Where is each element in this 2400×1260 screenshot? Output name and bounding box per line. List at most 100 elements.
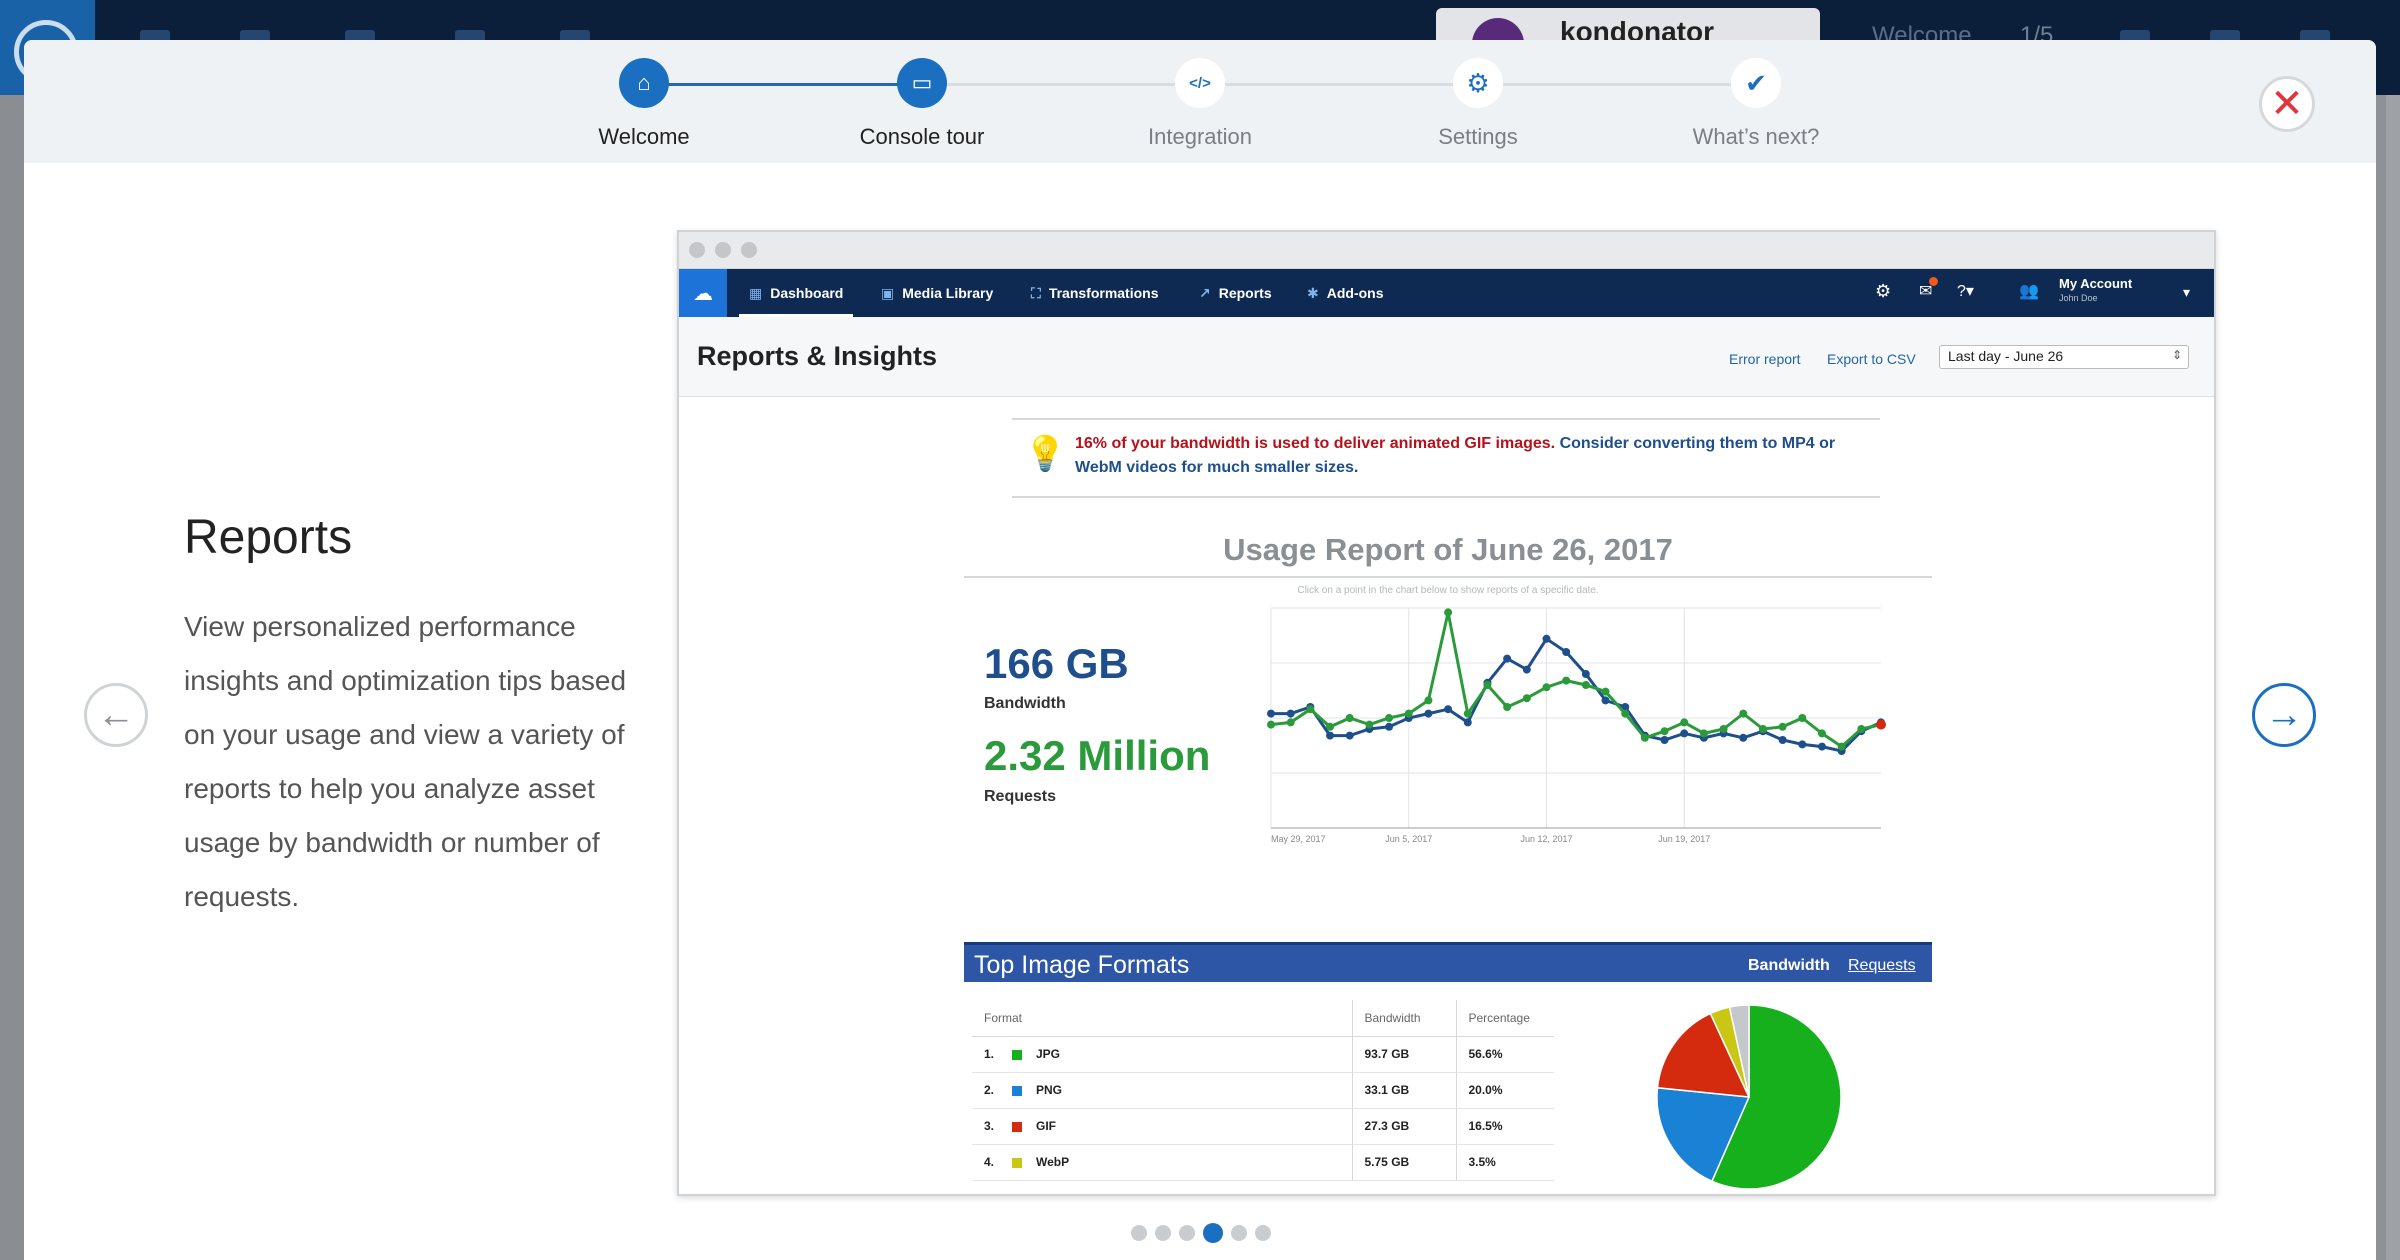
browser-window-bar — [679, 232, 2214, 269]
row-rank: 4. — [984, 1155, 995, 1169]
data-point — [1463, 718, 1472, 727]
arrow-right-icon: → — [2265, 693, 2303, 736]
format-name: PNG — [1036, 1083, 1063, 1097]
data-point — [1817, 729, 1826, 738]
data-point — [1424, 709, 1433, 718]
tip-text: 16% of your bandwidth is used to deliver… — [1075, 432, 1865, 480]
preview-nav-dashboard: ▦ Dashboard — [738, 269, 854, 317]
date-range-select: Last day - June 26 — [1939, 345, 2189, 369]
preview-nav-transformations: ⛶ Transformations — [1031, 269, 1159, 317]
data-point — [1542, 683, 1551, 692]
data-point — [1444, 705, 1453, 714]
bandwidth-cell: 93.7 GB — [1351, 1036, 1456, 1073]
format-cell: 2. PNG — [972, 1072, 1352, 1109]
data-point — [1286, 709, 1295, 718]
top-image-formats-header: Top Image Formats Bandwidth Requests — [964, 942, 1932, 982]
data-point — [1719, 725, 1728, 733]
data-point — [1817, 742, 1826, 751]
bandwidth-cell: 27.3 GB — [1351, 1108, 1456, 1145]
step-integration[interactable]: </> Integration — [1110, 58, 1290, 150]
data-point — [1680, 718, 1689, 727]
section-title: Reports — [184, 511, 353, 564]
reports-icon: ↗ — [1199, 284, 1211, 301]
error-report-link: Error report — [1729, 351, 1801, 367]
table-row: 3. GIF 27.3 GB 16.5% — [972, 1108, 1554, 1145]
close-icon: ✕ — [2270, 82, 2304, 126]
data-point — [1621, 703, 1630, 711]
section-description: View personalized performance insights a… — [184, 611, 627, 912]
data-point — [1660, 727, 1669, 736]
pagination-dot[interactable] — [1203, 1223, 1223, 1243]
pagination-dot[interactable] — [1231, 1225, 1247, 1241]
close-button[interactable]: ✕ — [2259, 76, 2315, 132]
pie-slice-other — [1728, 1004, 1750, 1098]
bandwidth-cell: 33.1 GB — [1351, 1072, 1456, 1109]
pagination-dot[interactable] — [1155, 1225, 1171, 1241]
slide-pagination — [1131, 1223, 1271, 1243]
legend-swatch — [1012, 1121, 1022, 1132]
format-cell: 1. JPG — [972, 1036, 1352, 1073]
data-point — [1267, 709, 1275, 718]
data-point — [1503, 703, 1512, 711]
data-point — [1345, 714, 1354, 722]
step-label: What’s next? — [1692, 124, 1820, 149]
notifications-icon: ✉ — [1919, 277, 1939, 301]
data-point — [1424, 696, 1433, 705]
data-point — [1365, 720, 1374, 729]
data-point — [1837, 742, 1846, 751]
column-header: Bandwidth — [1351, 1000, 1456, 1037]
next-slide-button[interactable]: → — [2252, 683, 2316, 747]
window-dot — [689, 242, 705, 258]
data-point — [1601, 687, 1610, 696]
table-header-row: Format Bandwidth Percentage — [972, 1000, 1554, 1037]
tip-advice: Consider converting them to MP4 or WebM … — [1075, 435, 1836, 476]
row-rank: 2. — [984, 1083, 995, 1097]
formats-table: Format Bandwidth Percentage 1. JPG 93.7 G… — [972, 1000, 1554, 1181]
table-row: 1. JPG 93.7 GB 56.6% — [972, 1036, 1554, 1073]
check-icon: ✔ — [1731, 58, 1781, 108]
formats-title: Top Image Formats — [974, 951, 1190, 979]
data-point — [1522, 694, 1531, 703]
step-welcome[interactable]: ⌂ Welcome — [554, 58, 734, 150]
nav-label: Dashboard — [770, 285, 844, 301]
step-label: Integration — [1148, 124, 1252, 149]
background-scrollbar — [2386, 95, 2400, 1260]
notification-badge — [1929, 277, 1939, 286]
data-point — [1267, 720, 1275, 729]
preview-account-menu: My Account John Doe — [2059, 276, 2132, 303]
pagination-dot[interactable] — [1255, 1225, 1271, 1241]
percentage-cell: 3.5% — [1455, 1144, 1554, 1181]
chevron-down-icon: ▾ — [2183, 284, 2191, 300]
reports-preview-screenshot: ☁ ▦ Dashboard ▣ Media Library ⛶ Transfor… — [677, 230, 2216, 1196]
row-rank: 1. — [984, 1047, 995, 1061]
lightbulb-icon: 💡 — [1024, 435, 1067, 473]
data-point — [1542, 634, 1551, 643]
onboarding-modal: ⌂ Welcome ▭ Console tour </> Integration… — [24, 40, 2376, 1260]
preview-nav-reports: ↗ Reports — [1199, 269, 1272, 317]
data-point — [1483, 681, 1492, 689]
account-name: My Account — [2059, 276, 2133, 291]
step-settings[interactable]: ⚙ Settings — [1388, 58, 1568, 150]
step-connector-4 — [1480, 83, 1758, 86]
step-whats-next[interactable]: ✔ What’s next? — [1666, 58, 1846, 150]
data-point — [1306, 705, 1315, 714]
x-tick-label: May 29, 2017 — [1271, 834, 1326, 844]
bandwidth-value: 166 GB — [984, 640, 1129, 687]
data-point — [1660, 736, 1669, 744]
step-label: Settings — [1438, 124, 1518, 149]
data-point — [1503, 654, 1512, 663]
data-point — [1326, 722, 1335, 731]
data-point — [1857, 725, 1866, 733]
pagination-dot[interactable] — [1131, 1225, 1147, 1241]
data-point — [1778, 722, 1787, 731]
data-point — [1286, 718, 1295, 727]
pagination-dot[interactable] — [1179, 1225, 1195, 1241]
cloud-logo-icon: ☁ — [679, 269, 727, 317]
previous-slide-button[interactable]: ← — [84, 683, 148, 747]
preview-nav-addons: ✱ Add-ons — [1307, 269, 1384, 317]
requests-value: 2.32 Million — [984, 732, 1211, 779]
step-console-tour[interactable]: ▭ Console tour — [832, 58, 1012, 150]
data-point — [1562, 648, 1571, 656]
x-tick-label: Jun 12, 2017 — [1520, 834, 1572, 844]
window-dot — [741, 242, 757, 258]
